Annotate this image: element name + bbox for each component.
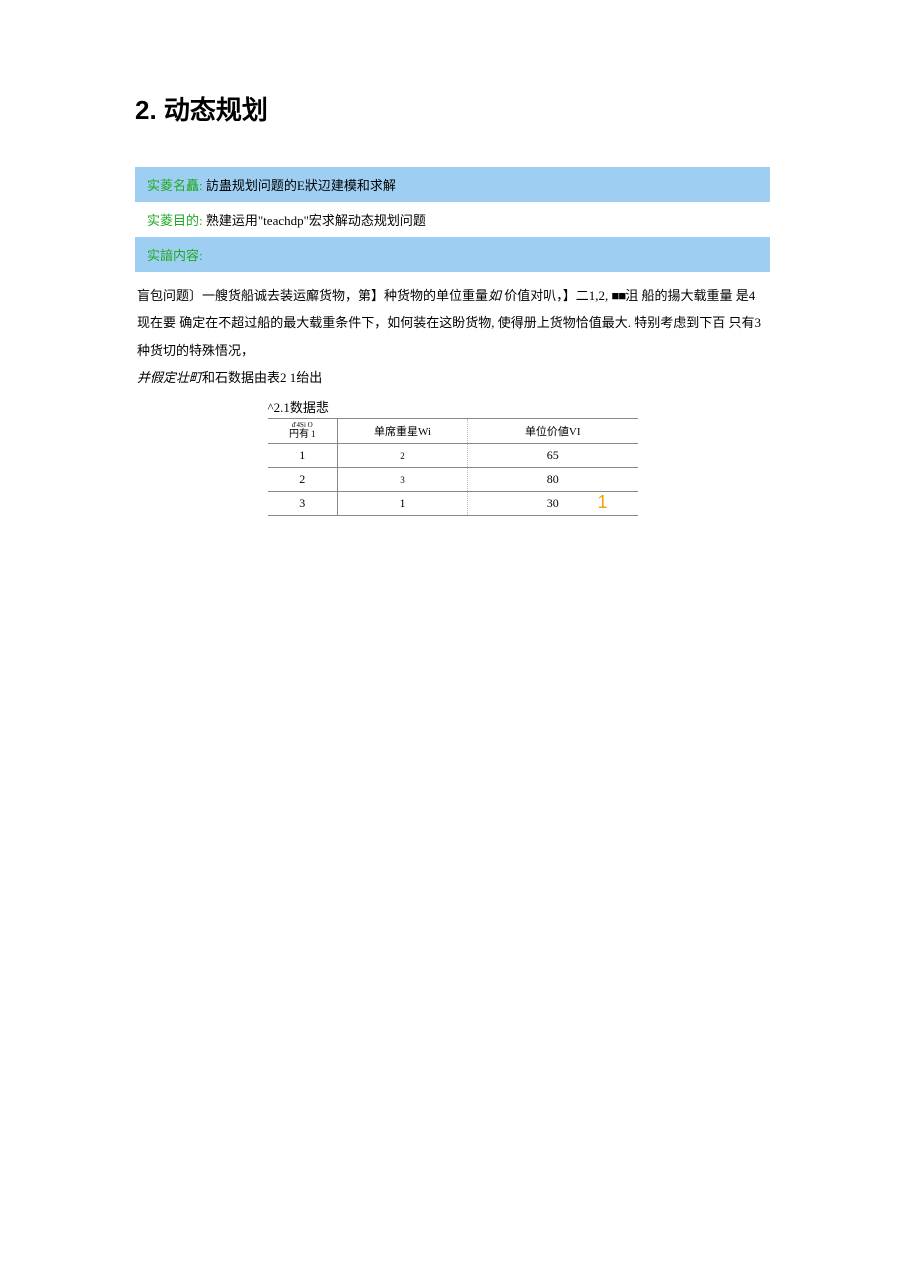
data-table: d'4Si O 円有 1 单席重星Wi 单位价値VI 1 2 65 2 3 bbox=[268, 418, 638, 516]
problem-text: 盲包问题〕一艘货船诚去装运廨货物，第】种货物的单位重量如 价值对叭，】二1,2,… bbox=[135, 282, 770, 391]
th-col1-main: 円有 bbox=[289, 429, 309, 440]
body-line1b: 如 bbox=[488, 288, 501, 303]
table-caption: ^2.1数据悲 bbox=[268, 397, 638, 416]
document-page: 2. 动态规划 实菱名矗: 訪蛊规划问题的E狀辺建模和求解 实菱目的: 熟建运用… bbox=[0, 0, 920, 556]
table-cell: 2 bbox=[338, 444, 468, 468]
chapter-title: 2. 动态规划 bbox=[135, 90, 770, 127]
table-row: 2 3 80 bbox=[268, 468, 638, 492]
table-cell: 65 bbox=[468, 444, 638, 468]
chapter-name: 动态规划 bbox=[164, 95, 268, 125]
body-line3b: 和石数据由表2 1绐出 bbox=[202, 370, 322, 385]
section-name-bar: 实菱名矗: 訪蛊规划问题的E狀辺建模和求解 bbox=[135, 167, 770, 202]
table-header-col1: d'4Si O 円有 1 bbox=[268, 419, 338, 444]
section-purpose-label: 实菱目的: bbox=[147, 213, 203, 228]
section-content-label: 实諳内容: bbox=[147, 248, 203, 263]
th-col1-sub: 1 bbox=[311, 430, 316, 440]
table-row: 3 1 30 1 bbox=[268, 492, 638, 516]
table-container: ^2.1数据悲 d'4Si O 円有 1 单席重星Wi 单位价値VI 1 2 bbox=[135, 397, 770, 516]
section-name-label: 实菱名矗: bbox=[147, 178, 203, 193]
body-line1c: 价值对叭，】二1,2, bbox=[501, 288, 612, 303]
section-name-content: 訪蛊规划问题的E狀辺建模和求解 bbox=[206, 178, 396, 193]
table-cell: 3 bbox=[338, 468, 468, 492]
section-purpose-content: 熟建运用"teachdp"宏求解动态规划问题 bbox=[206, 213, 426, 228]
table-cell: 1 bbox=[338, 492, 468, 516]
table-cell: 80 bbox=[468, 468, 638, 492]
section-purpose-bar: 实菱目的: 熟建运用"teachdp"宏求解动态规划问题 bbox=[135, 202, 770, 237]
table-cell: 1 bbox=[268, 444, 338, 468]
body-line1d: ■■ bbox=[612, 288, 626, 303]
body-line3a: 并假定壮町 bbox=[137, 370, 202, 385]
chapter-number: 2. bbox=[135, 95, 157, 125]
table-header-col2: 单席重星Wi bbox=[338, 419, 468, 444]
table-header-row: d'4Si O 円有 1 单席重星Wi 单位价値VI bbox=[268, 419, 638, 444]
table-row: 1 2 65 bbox=[268, 444, 638, 468]
section-content-bar: 实諳内容: bbox=[135, 237, 770, 272]
orange-mark: 1 bbox=[597, 492, 607, 513]
body-line2: 确定在不超过船的最大载重条件下，如何装在这盼货物, 使得册上货物恰值最大. 特别… bbox=[137, 315, 761, 357]
table-cell-value: 30 bbox=[547, 496, 559, 510]
table-header-col3: 单位价値VI bbox=[468, 419, 638, 444]
table-body: 1 2 65 2 3 80 3 1 30 1 bbox=[268, 444, 638, 516]
table-cell: 3 bbox=[268, 492, 338, 516]
table-cell: 30 1 bbox=[468, 492, 638, 516]
body-line1a: 盲包问题〕一艘货船诚去装运廨货物，第】种货物的单位重量 bbox=[137, 288, 488, 303]
table-cell: 2 bbox=[268, 468, 338, 492]
